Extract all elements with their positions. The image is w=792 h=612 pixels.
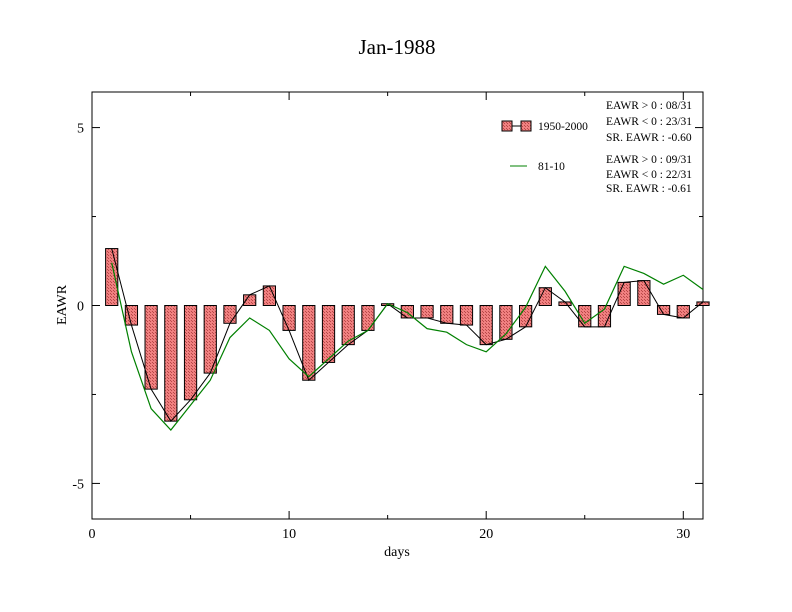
bar xyxy=(282,305,296,331)
x-tick-label: 20 xyxy=(479,527,493,542)
stats-bars-sr: SR. EAWR : -0.60 xyxy=(606,132,692,144)
bar xyxy=(321,305,336,363)
legend-label-line: 81-10 xyxy=(538,161,565,173)
stats-line-positive: EAWR > 0 : 09/31 xyxy=(606,154,692,166)
x-axis: 0 10 20 30 xyxy=(89,92,690,542)
stats-line-negative: EAWR < 0 : 22/31 xyxy=(606,169,692,181)
legend-entry-bars: 1950-2000 xyxy=(501,120,588,133)
stats-bars-negative: EAWR < 0 : 23/31 xyxy=(606,116,692,128)
y-tick-label: -5 xyxy=(72,477,84,492)
bar xyxy=(361,305,375,331)
bar xyxy=(519,305,533,328)
chart-title: Jan-1988 xyxy=(359,35,436,59)
series-line-1950-2000 xyxy=(111,248,704,422)
legend-bar-swatch xyxy=(520,120,532,132)
line-series xyxy=(111,248,704,431)
legend-label-bars: 1950-2000 xyxy=(538,121,588,133)
bar xyxy=(676,305,690,319)
bar xyxy=(164,305,178,422)
bar xyxy=(637,280,651,307)
bar xyxy=(105,248,119,306)
y-axis-label: EAWR xyxy=(55,284,70,325)
stats-line-sr: SR. EAWR : -0.61 xyxy=(606,183,692,195)
x-axis-label: days xyxy=(384,545,410,560)
x-tick-label: 30 xyxy=(676,527,690,542)
legend-bar-swatch xyxy=(501,120,513,132)
bar xyxy=(479,305,493,346)
bar xyxy=(420,305,434,319)
bar xyxy=(440,305,454,324)
legend-entry-line: 81-10 xyxy=(510,161,565,173)
bar xyxy=(183,305,198,401)
series-line-81-10 xyxy=(111,262,704,431)
y-tick-label: 0 xyxy=(77,300,84,315)
bar-series xyxy=(105,248,710,422)
bar xyxy=(459,305,474,326)
legend: 1950-2000 81-10 EAWR > 0 : 08/31 EAWR < … xyxy=(501,100,692,195)
bar xyxy=(617,281,631,306)
bar xyxy=(223,305,237,324)
x-tick-label: 10 xyxy=(282,527,296,542)
x-tick-label: 0 xyxy=(89,527,96,542)
stats-bars-positive: EAWR > 0 : 08/31 xyxy=(606,100,692,112)
y-tick-label: 5 xyxy=(77,122,84,137)
